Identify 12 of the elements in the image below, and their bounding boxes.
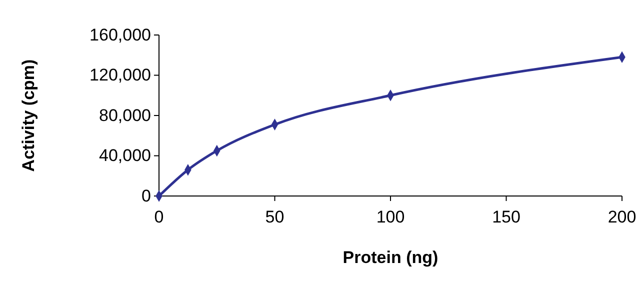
y-tick-label: 40,000	[99, 146, 151, 166]
x-tick-label: 100	[376, 208, 405, 227]
x-tick-label: 200	[608, 208, 636, 227]
y-axis-title: Activity (cpm)	[19, 59, 38, 172]
y-tick-label: 120,000	[90, 66, 151, 85]
y-tick-label: 80,000	[99, 106, 151, 125]
x-tick-label: 50	[265, 208, 284, 227]
y-tick-label: 0	[142, 186, 151, 206]
x-tick-label: 150	[492, 208, 520, 227]
y-tick-label: 160,000	[90, 25, 151, 44]
x-tick-label: 0	[154, 208, 164, 227]
x-axis-title: Protein (ng)	[342, 248, 438, 267]
